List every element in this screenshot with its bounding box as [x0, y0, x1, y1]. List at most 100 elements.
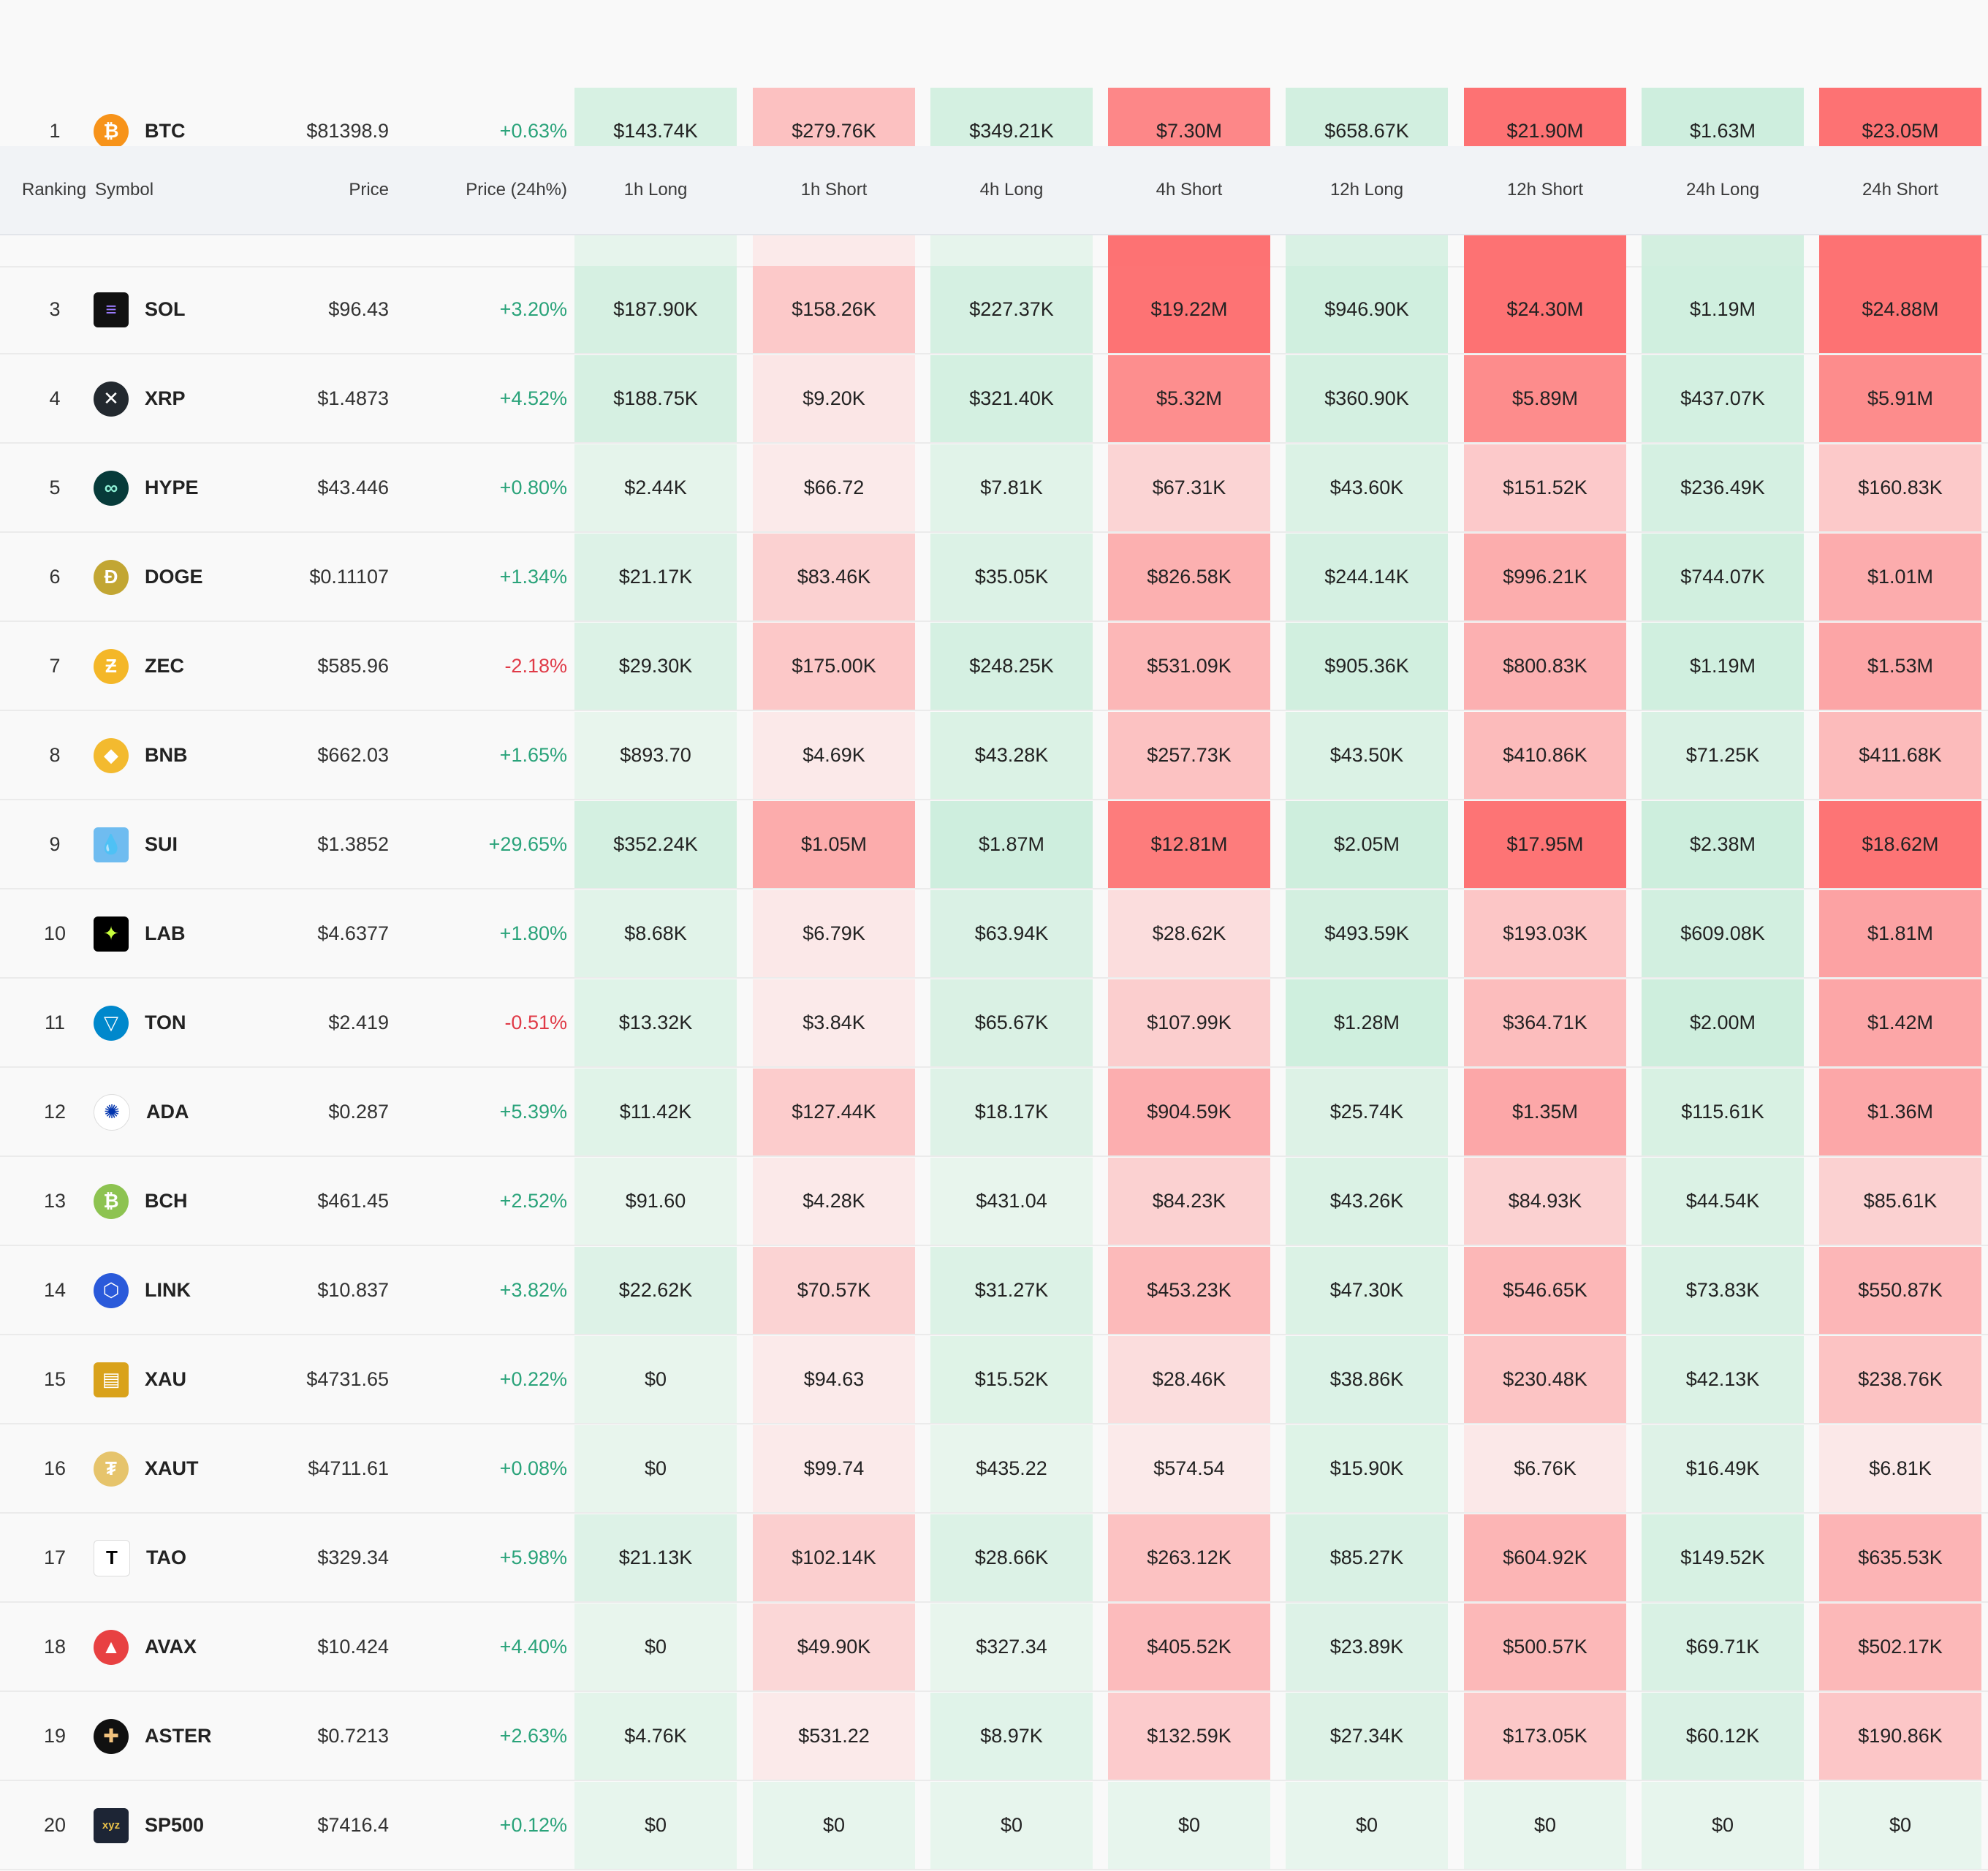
symbol-cell[interactable]: ✺ ADA [94, 1069, 284, 1155]
symbol-cell[interactable]: ▤ XAU [94, 1336, 284, 1423]
price-cell: $2.419 [328, 1012, 389, 1033]
symbol-cell[interactable]: Ð DOGE [94, 534, 284, 620]
header-col-2[interactable]: 4h Long [979, 180, 1044, 200]
value-cell: $893.70 [574, 712, 737, 799]
header-col-6[interactable]: 24h Long [1685, 180, 1760, 200]
peek-cell [1108, 234, 1270, 266]
table-row[interactable]: $91.60 $4.28K $431.04 $84.23K $43.26K $84.93K… [0, 1158, 1988, 1246]
value-cell: $531.22 [753, 1693, 915, 1780]
symbol-cell[interactable]: ✕ XRP [94, 355, 284, 442]
value-cell: $493.59K [1286, 890, 1448, 977]
table-row[interactable]: $22.62K $70.57K $31.27K $453.23K $47.30K $546… [0, 1247, 1988, 1335]
value-cell: $238.76K [1819, 1336, 1981, 1423]
symbol-cell[interactable]: ▽ TON [94, 979, 284, 1066]
value-cell: $102.14K [753, 1514, 915, 1601]
value-cell: $63.94K [930, 890, 1093, 977]
value-cell: $263.12K [1108, 1514, 1270, 1601]
table-row[interactable]: $143.74K $279.76K $349.21K $7.30M $658.67K $2… [0, 88, 1988, 176]
value-cell: $744.07K [1642, 534, 1804, 620]
value-cell: $905.36K [1286, 623, 1448, 710]
header-ranking[interactable]: Ranking [22, 180, 87, 200]
value-cell: $0 [1464, 1782, 1626, 1869]
symbol-cell[interactable]: ⬡ LINK [94, 1247, 284, 1334]
table-row[interactable]: $21.13K $102.14K $28.66K $263.12K $85.27K $60… [0, 1514, 1988, 1603]
value-cell: $327.34 [930, 1604, 1093, 1690]
header-col-1[interactable]: 1h Short [800, 180, 868, 200]
symbol-cell[interactable]: ✚ ASTER [94, 1693, 284, 1780]
value-cell: $364.71K [1464, 979, 1626, 1066]
symbol-cell[interactable]: ≡ SOL [94, 266, 284, 353]
price-change-cell: +5.39% [499, 1101, 567, 1123]
symbol-cell[interactable]: ∞ HYPE [94, 444, 284, 531]
header-col-7[interactable]: 24h Short [1862, 180, 1939, 200]
value-cell: $49.90K [753, 1604, 915, 1690]
symbol-label: XRP [145, 387, 186, 409]
table-row[interactable]: $0 $94.63 $15.52K $28.46K $38.86K $230.48K $42… [0, 1336, 1988, 1424]
header-price-change[interactable]: Price (24h%) [466, 180, 567, 200]
header-col-5[interactable]: 12h Short [1506, 180, 1584, 200]
header-col-4[interactable]: 12h Long [1329, 180, 1404, 200]
value-cell: $190.86K [1819, 1693, 1981, 1780]
value-cell: $248.25K [930, 623, 1093, 710]
price-cell: $461.45 [317, 1190, 389, 1212]
header-col-0[interactable]: 1h Long [623, 180, 688, 200]
symbol-cell[interactable]: ◆ BNB [94, 712, 284, 799]
value-cell: $19.22M [1108, 266, 1270, 353]
table-row[interactable]: $11.42K $127.44K $18.17K $904.59K $25.74K $1.… [0, 1069, 1988, 1157]
rank-cell: 12 [43, 1101, 67, 1123]
price-cell: $7416.4 [317, 1814, 389, 1836]
value-cell: $431.04 [930, 1158, 1093, 1245]
table-row[interactable]: $2.44K $66.72 $7.81K $67.31K $43.60K $151.52K… [0, 444, 1988, 533]
bitcoin-icon: ₿ [94, 113, 129, 149]
value-cell: $85.61K [1819, 1158, 1981, 1245]
table-row[interactable]: $8.68K $6.79K $63.94K $28.62K $493.59K $193.0… [0, 890, 1988, 979]
value-cell: $188.75K [574, 355, 737, 442]
price-change-cell: +4.52% [499, 387, 567, 409]
symbol-cell[interactable]: T TAO [94, 1514, 284, 1601]
price-cell: $585.96 [317, 655, 389, 677]
header-col-3[interactable]: 4h Short [1156, 180, 1223, 200]
value-cell: $1.35M [1464, 1069, 1626, 1155]
symbol-cell[interactable]: Ƶ ZEC [94, 623, 284, 710]
value-cell: $1.81M [1819, 890, 1981, 977]
table-row[interactable]: $188.75K $9.20K $321.40K $5.32M $360.90K $5.8… [0, 355, 1988, 444]
rank-cell: 13 [43, 1190, 67, 1212]
value-cell: $4.76K [574, 1693, 737, 1780]
table-row[interactable]: $187.90K $158.26K $227.37K $19.22M $946.90K $… [0, 266, 1988, 354]
symbol-cell[interactable]: ₮ XAUT [94, 1425, 284, 1512]
value-cell: $1.01M [1819, 534, 1981, 620]
table-row[interactable]: $0 $0 $0 $0 $0 $0 $0 $0 20 xyz SP500 $7416.4 +0.12% [0, 1782, 1988, 1870]
header-price[interactable]: Price [349, 180, 389, 200]
value-cell: $635.53K [1819, 1514, 1981, 1601]
table-row[interactable]: $29.30K $175.00K $248.25K $531.09K $905.36K $… [0, 623, 1988, 711]
value-cell: $411.68K [1819, 712, 1981, 799]
symbol-cell[interactable]: 💧 SUI [94, 801, 284, 888]
symbol-cell[interactable]: ✦ LAB [94, 890, 284, 977]
table-row[interactable]: $4.76K $531.22 $8.97K $132.59K $27.34K $173.0… [0, 1693, 1988, 1781]
value-cell: $5.89M [1464, 355, 1626, 442]
table-row[interactable]: $0 $49.90K $327.34 $405.52K $23.89K $500.57K $… [0, 1604, 1988, 1692]
table-row[interactable]: $893.70 $4.69K $43.28K $257.73K $43.50K $410.… [0, 712, 1988, 800]
header-symbol[interactable]: Symbol [95, 180, 154, 200]
symbol-cell[interactable]: ₿ BTC [94, 88, 284, 175]
value-cell: $5.32M [1108, 355, 1270, 442]
table-row[interactable]: $21.17K $83.46K $35.05K $826.58K $244.14K $99… [0, 534, 1988, 622]
value-cell: $550.87K [1819, 1247, 1981, 1334]
price-cell: $1.3852 [317, 833, 389, 855]
symbol-cell[interactable]: ▲ AVAX [94, 1604, 284, 1690]
table-row[interactable]: $13.32K $3.84K $65.67K $107.99K $1.28M $364.7… [0, 979, 1988, 1068]
price-cell: $4711.61 [308, 1457, 389, 1479]
value-cell: $11.42K [574, 1069, 737, 1155]
price-change-cell: +1.65% [499, 744, 567, 766]
price-cell: $1.4873 [317, 387, 389, 409]
rank-cell: 19 [43, 1725, 67, 1747]
symbol-cell[interactable]: xyz SP500 [94, 1782, 284, 1869]
price-change-cell: -2.18% [504, 655, 567, 677]
symbol-label: BTC [145, 120, 186, 142]
value-cell: $1.87M [930, 801, 1093, 888]
symbol-cell[interactable]: ₿ BCH [94, 1158, 284, 1245]
value-cell: $69.71K [1642, 1604, 1804, 1690]
value-cell: $175.00K [753, 623, 915, 710]
table-row[interactable]: $0 $99.74 $435.22 $574.54 $15.90K $6.76K $16.4… [0, 1425, 1988, 1514]
table-row[interactable]: $352.24K $1.05M $1.87M $12.81M $2.05M $17.95M… [0, 801, 1988, 889]
